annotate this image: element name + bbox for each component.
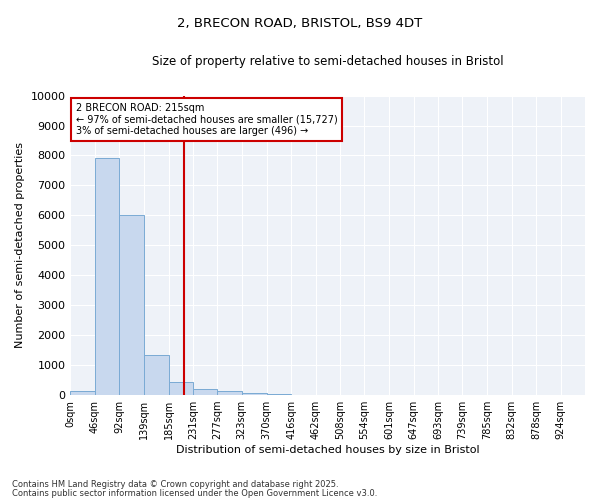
Text: 2 BRECON ROAD: 215sqm
← 97% of semi-detached houses are smaller (15,727)
3% of s: 2 BRECON ROAD: 215sqm ← 97% of semi-deta… — [76, 103, 337, 136]
Bar — [242, 394, 267, 395]
Bar — [169, 382, 193, 395]
Bar — [70, 390, 95, 395]
Text: Contains HM Land Registry data © Crown copyright and database right 2025.: Contains HM Land Registry data © Crown c… — [12, 480, 338, 489]
Bar — [95, 158, 119, 395]
Bar — [119, 216, 144, 395]
Title: Size of property relative to semi-detached houses in Bristol: Size of property relative to semi-detach… — [152, 55, 503, 68]
Bar — [193, 389, 217, 395]
Text: 2, BRECON ROAD, BRISTOL, BS9 4DT: 2, BRECON ROAD, BRISTOL, BS9 4DT — [178, 18, 422, 30]
Y-axis label: Number of semi-detached properties: Number of semi-detached properties — [15, 142, 25, 348]
Text: Contains public sector information licensed under the Open Government Licence v3: Contains public sector information licen… — [12, 488, 377, 498]
Bar — [144, 354, 169, 395]
Bar — [267, 394, 291, 395]
Bar — [217, 391, 242, 395]
X-axis label: Distribution of semi-detached houses by size in Bristol: Distribution of semi-detached houses by … — [176, 445, 479, 455]
